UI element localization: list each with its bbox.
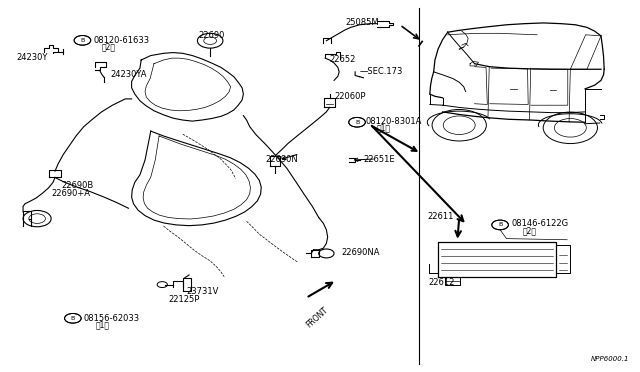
Text: B: B xyxy=(498,222,502,227)
Text: B: B xyxy=(80,38,84,43)
Text: 23731V: 23731V xyxy=(186,287,218,296)
Text: 25085M: 25085M xyxy=(346,18,379,27)
Text: （2）: （2） xyxy=(523,227,537,236)
Text: （1）: （1） xyxy=(376,123,390,132)
Text: B: B xyxy=(355,120,359,125)
Text: 08156-62033: 08156-62033 xyxy=(84,314,140,323)
Text: （2）: （2） xyxy=(102,42,116,51)
Text: 08120-8301A: 08120-8301A xyxy=(366,117,422,126)
Text: 22060P: 22060P xyxy=(335,92,366,101)
Text: 22690B: 22690B xyxy=(61,181,93,190)
Text: 22690NA: 22690NA xyxy=(341,248,380,257)
Text: 08120-61633: 08120-61633 xyxy=(93,36,149,45)
Text: 22690N: 22690N xyxy=(266,155,298,164)
Text: B: B xyxy=(71,316,75,321)
Text: 22612: 22612 xyxy=(429,278,455,287)
Text: 24230Y: 24230Y xyxy=(17,52,48,61)
Text: 22125P: 22125P xyxy=(168,295,200,304)
Text: NPP6000.1: NPP6000.1 xyxy=(591,356,630,362)
Text: 22651E: 22651E xyxy=(364,155,395,164)
Text: 08146-6122G: 08146-6122G xyxy=(511,219,569,228)
Text: （1）: （1） xyxy=(95,321,109,330)
Text: 22652: 22652 xyxy=(330,55,356,64)
Text: 22690+A: 22690+A xyxy=(52,189,91,198)
Text: FRONT: FRONT xyxy=(305,305,330,330)
Text: —SEC.173: —SEC.173 xyxy=(360,67,403,76)
Text: 22690: 22690 xyxy=(198,31,225,41)
Text: 24230YA: 24230YA xyxy=(111,70,147,79)
Text: 22611: 22611 xyxy=(428,212,454,221)
